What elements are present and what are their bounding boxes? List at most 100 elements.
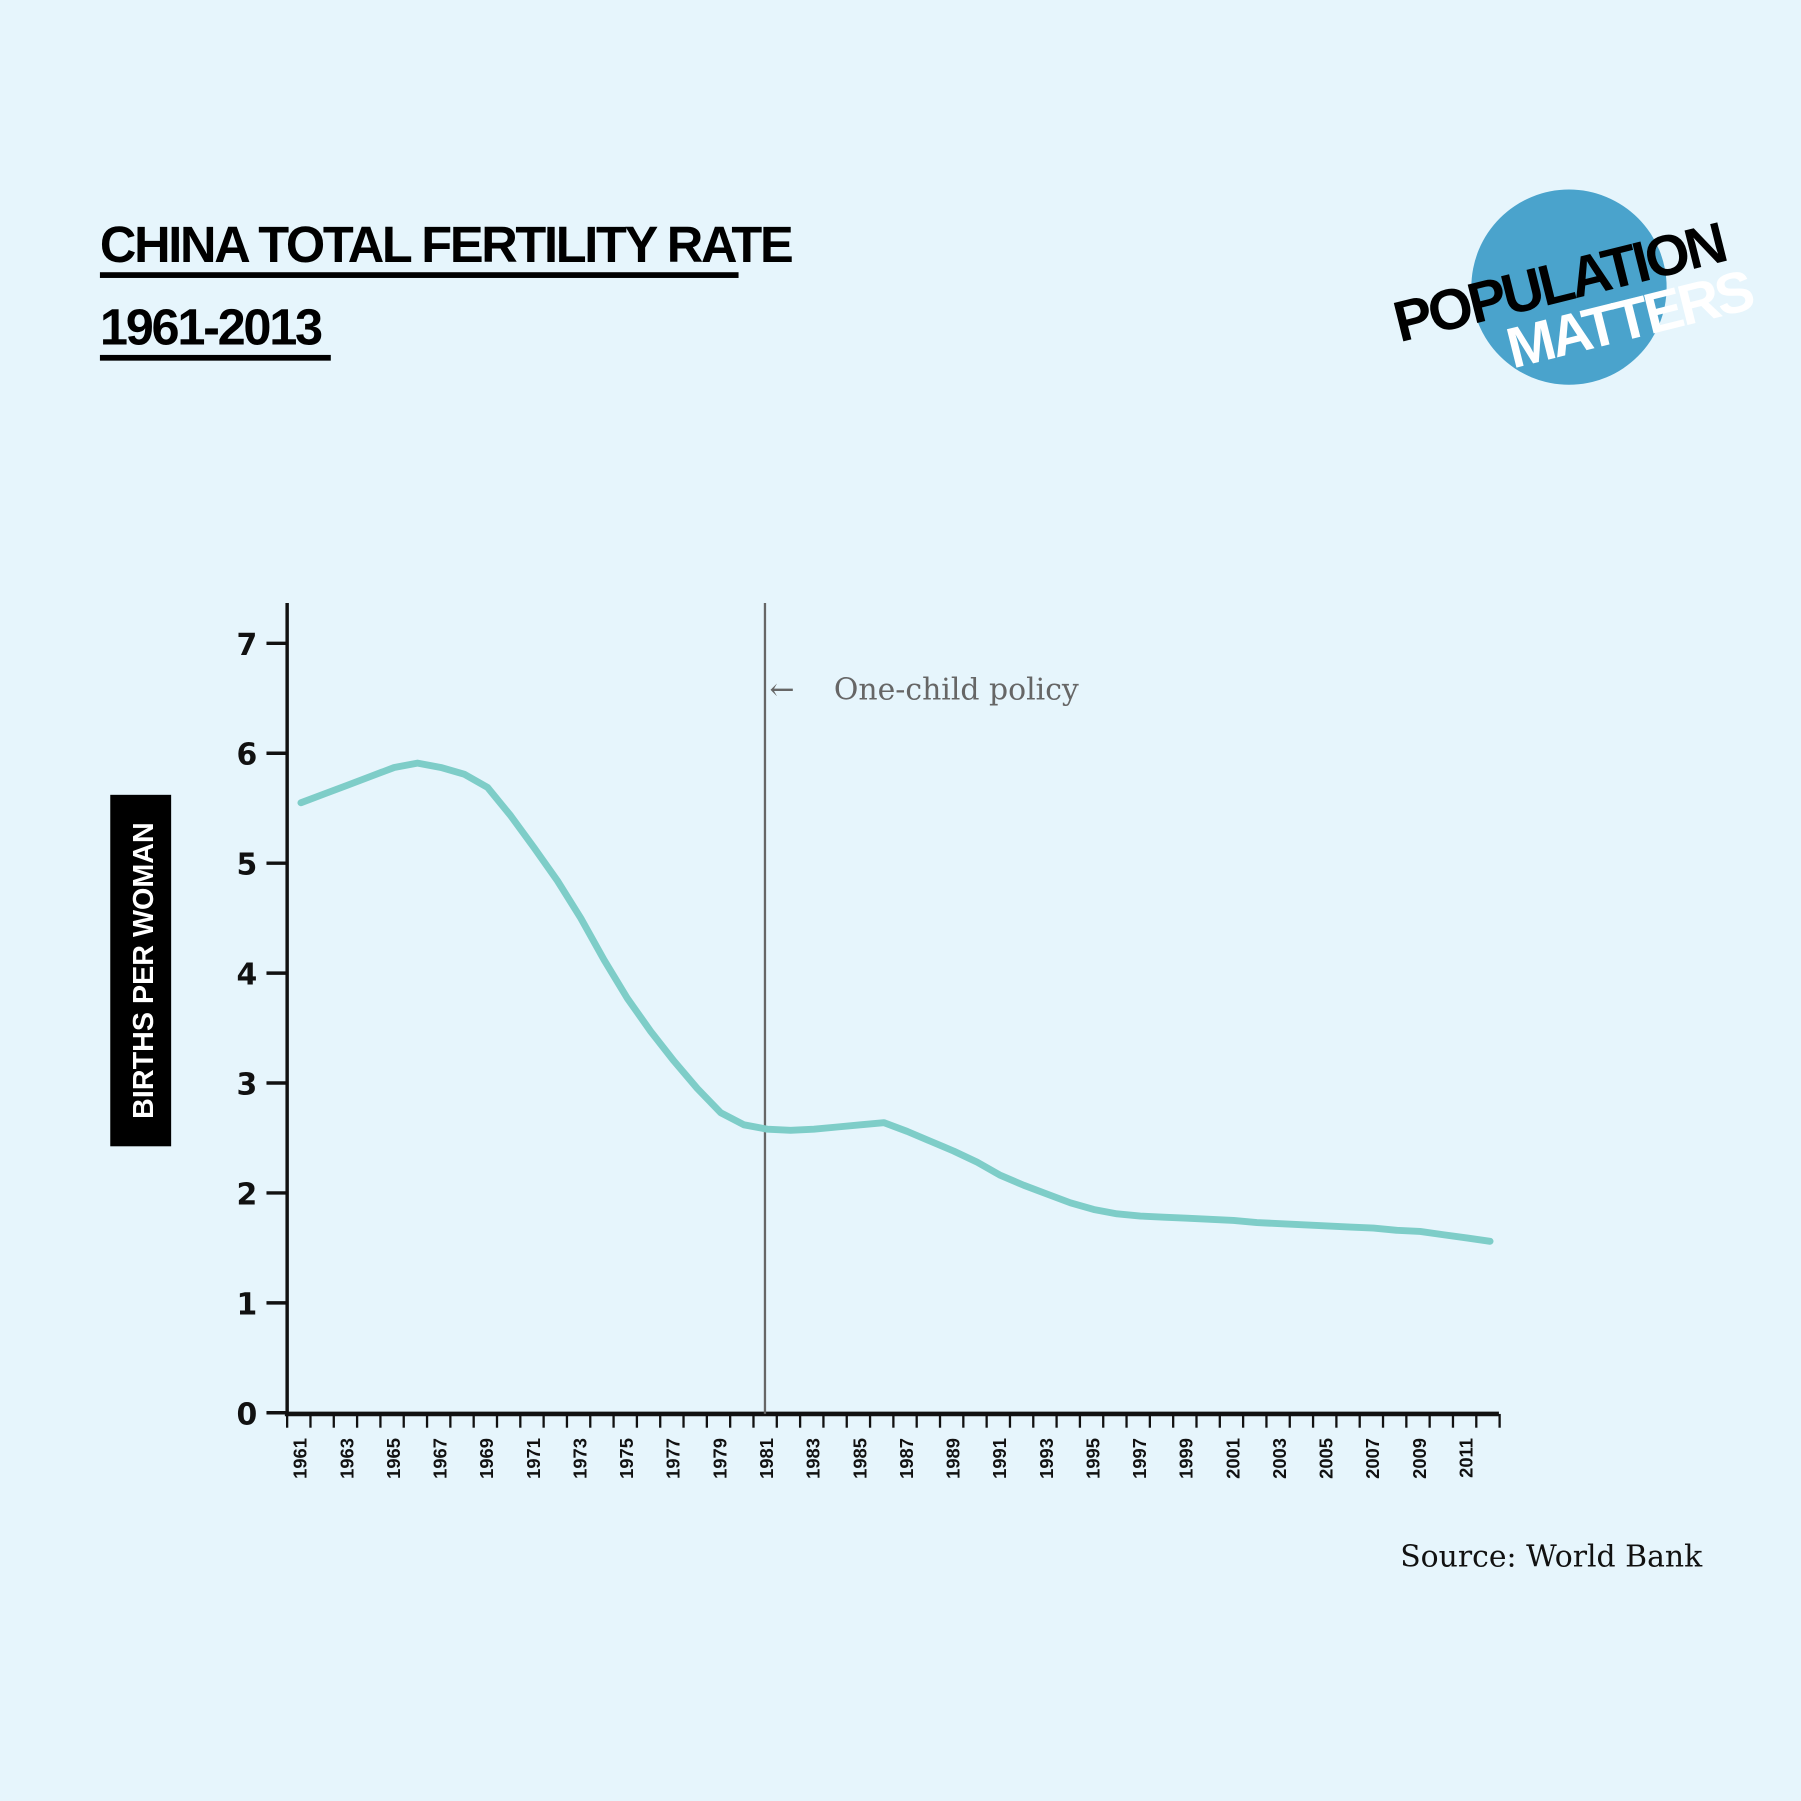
data-point: [463, 773, 465, 775]
y-tick-label: 4: [237, 958, 258, 993]
data-point: [1116, 1213, 1118, 1215]
data-point: [603, 959, 605, 961]
data-point: [1326, 1225, 1328, 1227]
data-point: [1419, 1230, 1421, 1232]
data-point: [883, 1122, 885, 1124]
data-point: [510, 815, 512, 817]
y-tick-label: 7: [237, 628, 258, 663]
y-tick-label: 2: [237, 1177, 258, 1212]
series-line: [297, 759, 1494, 1245]
arrow-left-icon: ←: [770, 672, 795, 707]
data-point: [720, 1112, 722, 1114]
data-point: [1466, 1237, 1468, 1239]
x-tick-label: 1991: [989, 1438, 1010, 1479]
data-point: [393, 766, 395, 769]
data-point: [906, 1130, 908, 1132]
data-point: [1256, 1222, 1258, 1224]
x-tick-label: 2009: [1409, 1438, 1430, 1479]
chart-subtitle: 1961-2013: [100, 299, 322, 356]
x-tick-label: 1967: [430, 1438, 451, 1479]
data-point: [743, 1124, 745, 1126]
data-point: [673, 1060, 675, 1062]
y-tick-label: 1: [237, 1287, 258, 1322]
data-point: [323, 793, 325, 795]
y-axis-label-box: [110, 794, 172, 1147]
series-points: [300, 762, 1491, 1242]
data-point: [1372, 1227, 1375, 1229]
data-point: [836, 1126, 838, 1128]
data-point: [650, 1030, 652, 1032]
x-tick-label: 1973: [569, 1438, 590, 1479]
data-point: [1093, 1208, 1095, 1210]
data-point: [580, 917, 582, 919]
data-point: [790, 1129, 792, 1131]
source-note: Source: World Bank: [1400, 1540, 1703, 1575]
data-point: [1069, 1202, 1071, 1204]
data-point: [1186, 1217, 1188, 1219]
population-matters-logo: POPULATION MATTERS: [1387, 189, 1760, 385]
data-point: [533, 847, 535, 849]
data-point: [859, 1124, 862, 1126]
data-point: [1046, 1193, 1048, 1195]
data-point: [813, 1128, 815, 1130]
data-point: [999, 1174, 1002, 1176]
x-tick-label: 1971: [523, 1438, 544, 1479]
x-tick-label: 1987: [896, 1438, 917, 1479]
data-point: [696, 1087, 698, 1090]
data-point: [300, 802, 302, 804]
x-tick-label: 1961: [290, 1438, 311, 1479]
x-tick-label: 1999: [1176, 1438, 1197, 1479]
annotation-label: One-child policy: [834, 672, 1079, 707]
y-tick-label: 0: [237, 1397, 258, 1432]
x-tick-label: 1995: [1082, 1438, 1103, 1479]
data-point: [929, 1140, 932, 1142]
chart-title: CHINA TOTAL FERTILITY RATE: [100, 216, 792, 273]
x-tick-label: 1979: [709, 1438, 730, 1479]
data-point: [953, 1150, 955, 1152]
data-point: [416, 762, 419, 764]
x-tick-label: 1965: [383, 1438, 404, 1479]
data-point: [556, 880, 558, 882]
x-tick-label: 2011: [1456, 1438, 1477, 1478]
data-point: [486, 786, 489, 788]
x-tick-label: 1975: [616, 1438, 637, 1479]
y-tick-label: 6: [237, 738, 258, 773]
data-point: [346, 784, 349, 786]
data-point: [1209, 1218, 1211, 1220]
data-point: [440, 766, 442, 769]
x-tick-label: 1963: [336, 1438, 357, 1479]
x-tick-label: 1977: [663, 1438, 684, 1479]
subtitle-underline: [99, 354, 331, 361]
y-tick-label: 5: [237, 848, 258, 883]
logo-circle: [1471, 189, 1667, 385]
x-tick-label: 1985: [849, 1438, 870, 1479]
x-tick-label: 2007: [1362, 1438, 1383, 1479]
data-point: [976, 1161, 978, 1163]
data-point: [1163, 1216, 1165, 1218]
x-tick-label: 2003: [1269, 1438, 1290, 1479]
y-axis-label-text: BIRTHS PER WOMAN: [128, 822, 160, 1119]
x-tick-label: 2001: [1222, 1438, 1243, 1479]
data-point: [626, 997, 628, 999]
x-tick-label: 1981: [756, 1438, 777, 1479]
data-point: [1489, 1240, 1491, 1242]
data-point: [1279, 1223, 1281, 1225]
title-underline: [99, 272, 739, 278]
data-point: [370, 775, 372, 777]
x-tick-label: 1997: [1129, 1438, 1150, 1479]
data-point: [1442, 1234, 1445, 1236]
data-point: [1233, 1219, 1235, 1221]
data-point: [1349, 1226, 1351, 1228]
data-point: [766, 1128, 768, 1130]
x-tick-label: 1983: [803, 1438, 824, 1479]
x-tick-label: 2005: [1316, 1438, 1337, 1479]
data-point: [1139, 1215, 1141, 1217]
data-point: [1302, 1224, 1305, 1226]
x-tick-label: 1969: [476, 1438, 497, 1479]
y-tick-label: 3: [237, 1067, 258, 1102]
data-point: [1023, 1184, 1025, 1186]
x-tick-label: 1989: [943, 1438, 964, 1479]
x-tick-label: 1993: [1036, 1438, 1057, 1479]
data-point: [1396, 1229, 1398, 1231]
